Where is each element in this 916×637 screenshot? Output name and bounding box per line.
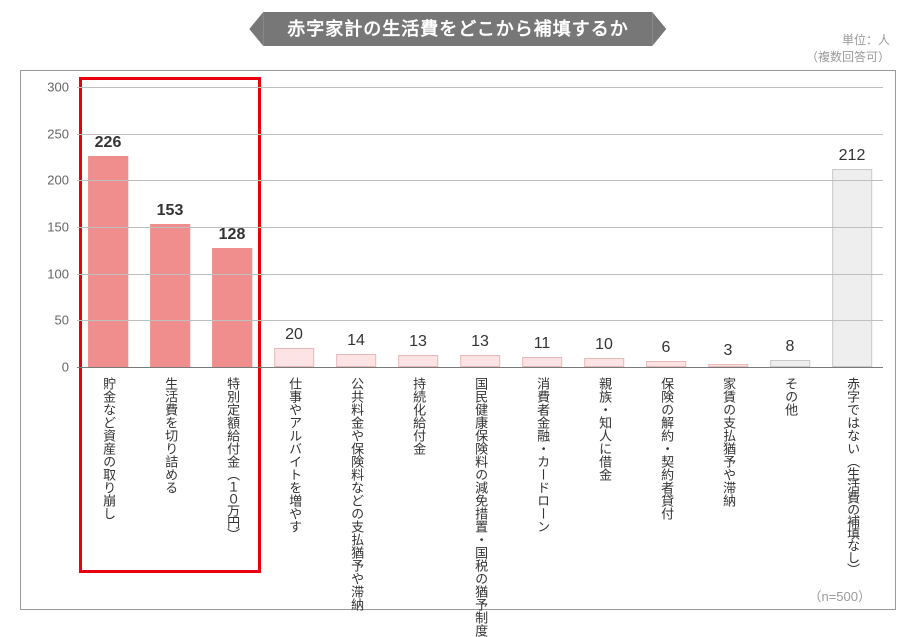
unit-line-1: 単位：人 <box>842 33 890 47</box>
gridline <box>77 320 883 321</box>
xlabel-slot: 国民健康保険料の減免措置・国税の猶予制度 <box>449 377 511 587</box>
bar-value-label: 153 <box>157 202 184 220</box>
chart-title: 赤字家計の生活費をどこから補填するか <box>263 12 652 46</box>
bar <box>274 348 314 367</box>
xlabel-slot: 消費者金融・カードローン <box>511 377 573 587</box>
bar <box>212 248 252 367</box>
title-chevron-right-icon <box>653 12 667 46</box>
bar <box>398 355 438 367</box>
x-axis-label: 持続化給付金 <box>410 377 426 455</box>
bar <box>522 357 562 367</box>
x-axis-label: 貯金など資産の取り崩し <box>100 377 116 520</box>
plot-area: 226153128201413131110638212 050100150200… <box>77 87 883 367</box>
bar-value-label: 11 <box>534 335 551 353</box>
xlabel-slot: 特別定額給付金（１０万円） <box>201 377 263 587</box>
unit-label: 単位：人 （複数回答可） <box>806 32 890 66</box>
gridline <box>77 87 883 88</box>
x-axis-label: 仕事やアルバイトを増やす <box>286 377 302 533</box>
bar-value-label: 3 <box>724 342 733 360</box>
xlabel-slot: 生活費を切り詰める <box>139 377 201 587</box>
bar <box>150 224 190 367</box>
ytick-label: 150 <box>47 220 77 235</box>
xlabel-slot: 持続化給付金 <box>387 377 449 587</box>
ytick-label: 0 <box>62 360 77 375</box>
xlabel-slot: その他 <box>759 377 821 587</box>
x-axis-label: 特別定額給付金（１０万円） <box>224 377 240 540</box>
ytick-label: 200 <box>47 173 77 188</box>
ytick-label: 100 <box>47 266 77 281</box>
bar-value-label: 212 <box>839 147 866 165</box>
ytick-label: 300 <box>47 80 77 95</box>
bar <box>832 169 872 367</box>
xlabel-slot: 公共料金や保険料などの支払猶予や滞納 <box>325 377 387 587</box>
bar-value-label: 14 <box>347 332 365 350</box>
x-axis-label: 赤字ではない（生活費の補填なし） <box>844 377 860 575</box>
ytick-label: 250 <box>47 126 77 141</box>
bar-value-label: 13 <box>471 333 489 351</box>
x-axis-line <box>77 367 883 368</box>
xlabel-slot: 保険の解約・契約者貸付 <box>635 377 697 587</box>
bar-value-label: 10 <box>595 336 613 354</box>
bar-value-label: 6 <box>662 339 671 357</box>
bar-value-label: 20 <box>285 326 303 344</box>
x-axis-label: 保険の解約・契約者貸付 <box>658 377 674 520</box>
bar <box>770 360 810 367</box>
xlabel-slot: 貯金など資産の取り崩し <box>77 377 139 587</box>
gridline <box>77 134 883 135</box>
x-axis-label: 生活費を切り詰める <box>162 377 178 494</box>
gridline <box>77 227 883 228</box>
x-axis-label: 国民健康保険料の減免措置・国税の猶予制度 <box>472 377 488 637</box>
x-axis-label: 親族・知人に借金 <box>596 377 612 481</box>
gridline <box>77 274 883 275</box>
xlabel-slot: 親族・知人に借金 <box>573 377 635 587</box>
xlabel-slot: 仕事やアルバイトを増やす <box>263 377 325 587</box>
x-axis-label: 公共料金や保険料などの支払猶予や滞納 <box>348 377 364 611</box>
sample-size-label: （n=500） <box>808 586 871 605</box>
unit-line-2: （複数回答可） <box>806 50 890 64</box>
xlabel-slot: 赤字ではない（生活費の補填なし） <box>821 377 883 587</box>
bar-value-label: 128 <box>219 226 246 244</box>
x-axis-label: 消費者金融・カードローン <box>534 377 550 533</box>
bar <box>460 355 500 367</box>
x-axis-labels: 貯金など資産の取り崩し 生活費を切り詰める 特別定額給付金（１０万円） 仕事やアルバイ… <box>77 377 883 587</box>
bar <box>584 358 624 367</box>
bar <box>336 354 376 367</box>
bar <box>88 156 128 367</box>
bar-value-label: 13 <box>409 333 427 351</box>
xlabel-slot: 家賃の支払猶予や滞納 <box>697 377 759 587</box>
x-axis-label: その他 <box>782 377 798 416</box>
gridline <box>77 180 883 181</box>
chart-frame: 226 153 128 20 14 13 13 11 10 6 3 8 212 0 50 100 150 200… <box>20 70 896 610</box>
bar-value-label: 226 <box>95 134 122 152</box>
title-chevron-left-icon <box>249 12 263 46</box>
chart-title-banner: 赤字家計の生活費をどこから補填するか <box>249 12 666 46</box>
ytick-label: 50 <box>55 313 77 328</box>
x-axis-label: 家賃の支払猶予や滞納 <box>720 377 736 507</box>
bar-value-label: 8 <box>786 338 795 356</box>
